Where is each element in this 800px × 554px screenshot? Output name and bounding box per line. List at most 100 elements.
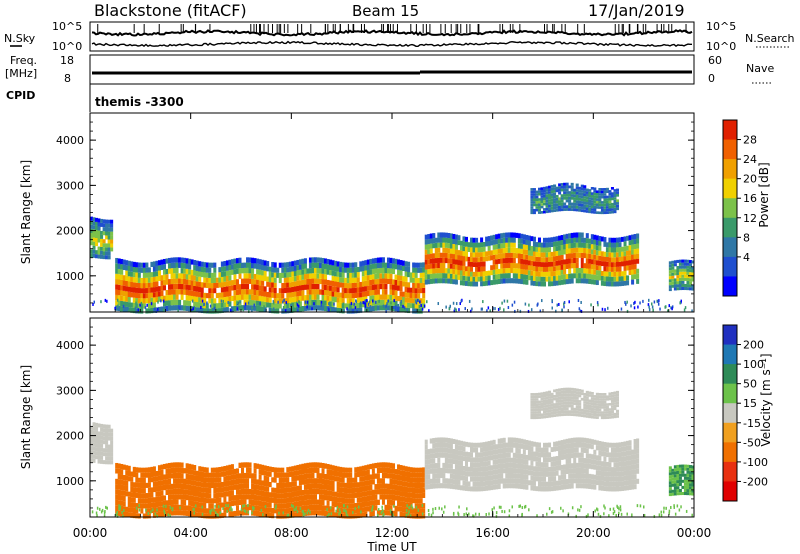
scatter-cell (160, 275, 164, 281)
scatter-cell (673, 269, 677, 273)
scatter-cell (691, 269, 695, 273)
scatter-cell (115, 478, 119, 485)
scatter-cell (613, 242, 617, 248)
scatter-cell (593, 274, 597, 280)
speckle (556, 303, 559, 307)
scatter-cell (563, 401, 567, 405)
scatter-cell (384, 472, 388, 479)
scatter-cell (578, 413, 582, 417)
scatter-cell (291, 292, 295, 298)
scatter-cell (306, 294, 310, 301)
scatter-cell (157, 270, 161, 276)
scatter-cell (399, 270, 403, 276)
scatter-cell (308, 289, 312, 295)
scatter-cell (548, 199, 552, 202)
scatter-cell (555, 260, 559, 266)
scatter-cell (188, 511, 192, 517)
scatter-cell (527, 235, 531, 241)
scatter-cell (618, 452, 622, 458)
scatter-cell (535, 456, 539, 462)
scatter-cell (152, 486, 156, 493)
scatter-cell (563, 264, 567, 270)
scatter-cell (291, 497, 295, 503)
scatter-cell (288, 482, 292, 488)
scatter-cell (588, 473, 592, 479)
scatter-cell (168, 462, 172, 469)
scatter-cell (573, 188, 577, 192)
scatter-cell (608, 200, 612, 204)
scatter-cell (563, 185, 567, 189)
scatter-cell (220, 292, 224, 298)
scatter-cell (170, 483, 174, 490)
scatter-cell (454, 234, 458, 240)
scatter-cell (565, 191, 569, 194)
scatter-cell (550, 476, 554, 482)
speckle (524, 302, 527, 306)
scatter-cell (359, 471, 363, 477)
scatter-cell (150, 292, 154, 298)
scatter-cell (364, 286, 368, 292)
scatter-cell (515, 468, 519, 474)
scatter-cell (127, 501, 131, 508)
scatter-cell (437, 473, 441, 479)
scatter-cell (548, 201, 552, 205)
scatter-cell (449, 268, 453, 274)
scatter-cell (583, 196, 587, 199)
scatter-cell (230, 469, 234, 475)
scatter-cell (560, 469, 564, 475)
scatter-cell (235, 478, 239, 485)
scatter-cell (369, 285, 373, 291)
scatter-cell (213, 272, 217, 278)
scatter-cell (392, 279, 396, 285)
scatter-cell (588, 189, 592, 192)
scatter-cell (439, 447, 443, 453)
scatter-cell (636, 238, 640, 244)
scatter-cell (615, 247, 619, 253)
scatter-cell (470, 271, 474, 277)
scatter-cell (331, 286, 335, 292)
scatter-cell (678, 274, 682, 278)
scatter-cell (510, 232, 514, 238)
scatter-cell (424, 244, 428, 250)
scatter-cell (407, 502, 411, 508)
scatter-cell (311, 257, 315, 263)
scatter-cell (578, 203, 582, 207)
scatter-cell (316, 294, 320, 300)
scatter-cell (424, 279, 428, 285)
scatter-cell (351, 282, 355, 289)
scatter-cell (336, 281, 340, 288)
scatter-cell (457, 440, 461, 446)
scatter-cell (339, 277, 343, 283)
scatter-cell (165, 258, 169, 264)
scatter-cell (150, 261, 154, 267)
scatter-cell (178, 257, 182, 263)
scatter-cell (178, 278, 182, 284)
scatter-cell (298, 275, 302, 281)
scatter-cell (283, 508, 287, 514)
scatter-cell (213, 477, 217, 483)
cpid-label: CPID (6, 89, 35, 102)
scatter-cell (147, 303, 151, 309)
scatter-cell (485, 441, 489, 447)
scatter-cell (540, 397, 544, 401)
scatter-cell (449, 453, 453, 459)
scatter-cell (500, 438, 504, 444)
scatter-cell (313, 499, 317, 505)
scatter-cell (278, 262, 282, 268)
speckle (460, 299, 463, 303)
scatter-cell (198, 466, 202, 472)
scatter-cell (145, 498, 149, 504)
scatter-cell (532, 188, 536, 191)
scatter-cell (341, 287, 345, 293)
scatter-cell (442, 478, 446, 484)
scatter-cell (575, 410, 579, 414)
scatter-cell (605, 471, 609, 477)
scatter-cell (135, 282, 139, 288)
scatter-cell (371, 468, 375, 474)
scatter-cell (306, 278, 310, 285)
scatter-cell (251, 273, 255, 279)
colorbar-swatch (723, 178, 737, 199)
scatter-cell (464, 281, 468, 286)
scatter-cell (115, 505, 119, 511)
scatter-cell (600, 201, 604, 204)
